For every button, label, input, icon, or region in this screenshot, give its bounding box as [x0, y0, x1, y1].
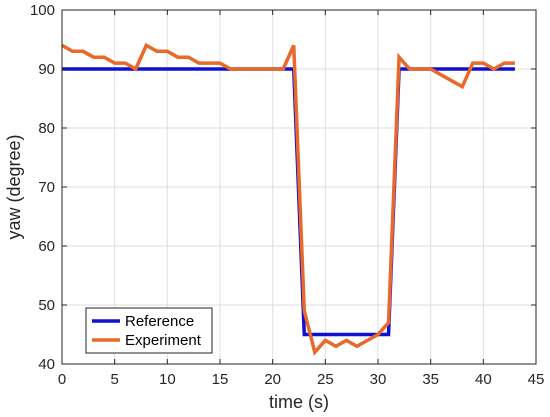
experiment-series-line	[61, 42, 515, 356]
series-layer	[61, 42, 515, 356]
x-tick-label: 45	[528, 371, 545, 388]
legend-box	[85, 307, 213, 354]
y-tick-label: 60	[38, 238, 55, 255]
x-tick-label: 15	[212, 371, 229, 388]
x-tick-label: 5	[110, 371, 118, 388]
x-tick-label: 40	[475, 371, 492, 388]
x-tick-label: 0	[58, 371, 66, 388]
axis-ticks: 0 5 10 15 20 25 30 35 40 45 40 50 60 70 80 90 100	[30, 2, 544, 388]
y-axis-title: yaw (degree)	[4, 134, 24, 239]
legend-label-reference: Reference	[125, 313, 194, 330]
x-tick-label: 35	[422, 371, 439, 388]
y-tick-label: 80	[38, 120, 55, 137]
y-tick-label: 50	[38, 297, 55, 314]
y-tick-label: 40	[38, 356, 55, 373]
legend-label-experiment: Experiment	[125, 332, 202, 349]
y-tick-label: 100	[30, 2, 55, 19]
x-tick-label: 10	[159, 371, 176, 388]
x-tick-label: 20	[264, 371, 281, 388]
x-axis-title: time (s)	[269, 392, 329, 412]
legend: Reference Experiment	[85, 307, 213, 354]
x-tick-label: 30	[370, 371, 387, 388]
y-tick-label: 70	[38, 179, 55, 196]
x-tick-label: 25	[317, 371, 334, 388]
y-tick-label: 90	[38, 61, 55, 78]
